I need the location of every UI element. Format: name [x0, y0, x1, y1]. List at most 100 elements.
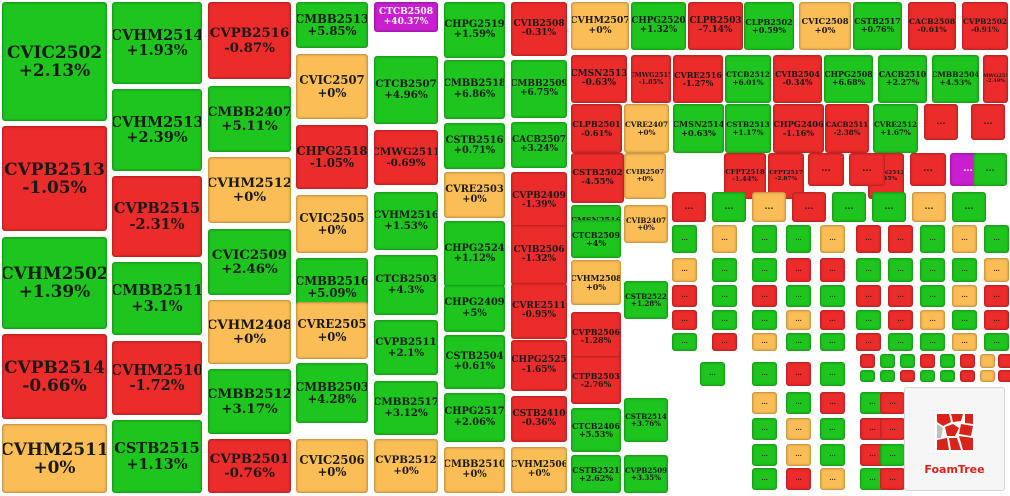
tile-small[interactable]: ... [952, 225, 977, 253]
tile-cvre2511[interactable]: CVRE2511 -0.95% [511, 283, 567, 339]
tile-small[interactable]: ... [786, 333, 811, 351]
tile-small[interactable]: ... [712, 192, 746, 222]
tile-small[interactable]: ... [752, 468, 777, 490]
tile-cvpb2516[interactable]: CVPB2516 -0.87% [208, 2, 291, 79]
tile-small[interactable]: ... [672, 333, 697, 351]
tile-small[interactable]: ... [820, 392, 845, 414]
tile-ctcb2406[interactable]: CTCB2406 +5.53% [571, 408, 621, 452]
tile-small[interactable]: ... [820, 362, 845, 386]
tile-cacb2507[interactable]: CACB2507 +3.24% [511, 122, 567, 168]
tile-small[interactable]: ... [952, 285, 977, 307]
tile-small[interactable]: ... [820, 333, 845, 351]
tile-cvre2505[interactable]: CVRE2505 +0% [296, 302, 368, 359]
tile-cmbb2512[interactable]: CMBB2512 +3.17% [208, 369, 291, 434]
tile-small[interactable] [880, 354, 895, 368]
tile-small[interactable] [980, 354, 995, 368]
tile-small[interactable]: ... [752, 192, 786, 222]
tile-cacb2508[interactable]: CACB2508 -0.61% [908, 2, 956, 50]
tile-small[interactable]: ... [880, 392, 905, 414]
tile-small[interactable]: ... [920, 285, 945, 307]
tile-chpg2520[interactable]: CHPG2520 +1.32% [631, 2, 686, 50]
tile-small[interactable]: ... [910, 153, 946, 186]
tile-small[interactable]: ... [672, 310, 697, 330]
tile-small[interactable]: ... [752, 444, 777, 466]
tile-small[interactable]: ... [872, 192, 906, 222]
tile-cvpb2514[interactable]: CVPB2514 -0.66% [2, 334, 107, 419]
tile-cvre2516[interactable]: CVRE2516 -1.27% [673, 55, 723, 103]
tile-small[interactable] [960, 370, 975, 382]
tile-small[interactable]: ... [888, 333, 913, 351]
tile-cvhm2512[interactable]: CVHM2512 +0% [208, 157, 291, 223]
tile-small[interactable]: ... [880, 468, 905, 490]
tile-small[interactable]: ... [880, 444, 905, 466]
tile-cvpb2511[interactable]: CVPB2511 +2.1% [374, 320, 438, 375]
tile-cmwg2511[interactable]: CMWG2511 -0.69% [374, 130, 438, 185]
tile-cstb2517[interactable]: CSTB2517 +0.76% [853, 2, 902, 50]
tile-cvic2507[interactable]: CVIC2507 +0% [296, 54, 368, 119]
tile-small[interactable]: ... [920, 258, 945, 282]
tile-cmwg2515[interactable]: CMWG2515 -1.85% [631, 55, 671, 103]
tile-ctcb2509[interactable]: CTCB2509 +4% [571, 220, 621, 258]
tile-cvpb2509[interactable]: CVPB2509 +3.35% [624, 455, 668, 493]
tile-cvib2504[interactable]: CVIB2504 -0.34% [773, 55, 822, 103]
tile-small[interactable]: ... [752, 333, 777, 351]
tile-small[interactable]: ... [984, 310, 1009, 330]
tile-small[interactable]: ... [672, 285, 697, 307]
tile-ctcb2507[interactable]: CTCB2507 +4.96% [374, 56, 438, 124]
tile-small[interactable]: ... [786, 285, 811, 307]
tile-cvpb2506[interactable]: CVPB2506 -1.28% [571, 312, 621, 360]
tile-small[interactable]: ... [888, 285, 913, 307]
tile-cvib2507[interactable]: CVIB2507 +0% [624, 153, 666, 199]
tile-cstb2502[interactable]: CSTB2502 -4.55% [571, 153, 624, 203]
tile-small[interactable] [860, 370, 875, 382]
tile-small[interactable] [860, 354, 875, 368]
tile-cvre2407[interactable]: CVRE2407 +0% [624, 104, 669, 153]
tile-small[interactable]: ... [888, 258, 913, 282]
tile-cstb2514[interactable]: CSTB2514 +3.76% [624, 398, 668, 442]
tile-small[interactable]: ... [984, 285, 1009, 307]
tile-ctcb2508[interactable]: CTCB2508 +40.37% [374, 2, 438, 32]
tile-cmbb2509[interactable]: CMBB2509 +6.75% [511, 60, 567, 118]
tile-small[interactable]: ... [984, 333, 1009, 351]
tile-cvpb2512[interactable]: CVPB2512 +0% [374, 439, 438, 493]
tile-cstb2504[interactable]: CSTB2504 +0.61% [444, 335, 505, 389]
tile-small[interactable]: ... [786, 418, 811, 440]
tile-cvhm2516[interactable]: CVHM2516 +1.53% [374, 192, 438, 250]
tile-small[interactable]: ... [888, 310, 913, 330]
tile-cvic2509[interactable]: CVIC2509 +2.46% [208, 229, 291, 295]
tile-small[interactable]: ... [849, 153, 885, 186]
tile-cvhm2510[interactable]: CVHM2510 -1.72% [112, 341, 202, 415]
tile-cvhm2502[interactable]: CVHM2502 +1.39% [2, 237, 107, 329]
tile-cvhm2506[interactable]: CVHM2506 +0% [511, 447, 567, 493]
tile-small[interactable]: ... [786, 468, 811, 490]
tile-cmbb2518[interactable]: CMBB2518 +6.86% [444, 60, 505, 119]
tile-cvic2506[interactable]: CVIC2506 +0% [296, 439, 368, 493]
tile-small[interactable]: ... [752, 285, 777, 307]
tile-small[interactable]: ... [752, 225, 777, 253]
tile-small[interactable]: ... [984, 225, 1009, 253]
tile-cmbb2517[interactable]: CMBB2517 +3.12% [374, 381, 438, 435]
tile-cmbb2513[interactable]: CMBB2513 +5.85% [296, 2, 368, 48]
tile-small[interactable]: ... [952, 258, 977, 282]
tile-cacb2510[interactable]: CACB2510 +2.27% [878, 55, 927, 103]
tile-small[interactable]: ... [752, 392, 777, 414]
tile-small[interactable] [940, 354, 955, 368]
tile-cstb2513[interactable]: CSTB2513 +1.17% [725, 104, 771, 153]
tile-small[interactable]: ... [820, 258, 845, 282]
tile-cmsn2513[interactable]: CMSN2513 -0.63% [571, 55, 627, 103]
tile-small[interactable]: ... [786, 310, 811, 330]
tile-cmbb2503[interactable]: CMBB2503 +4.28% [296, 363, 368, 423]
tile-small[interactable] [920, 370, 935, 382]
tile-cvre2512[interactable]: CVRE2512 +1.67% [873, 104, 918, 153]
tile-cvhm2408[interactable]: CVHM2408 +0% [208, 300, 291, 364]
tile-small[interactable]: ... [672, 258, 697, 282]
tile-small[interactable] [880, 370, 895, 382]
tile-chpg2525[interactable]: CHPG2525 -1.65% [511, 340, 567, 391]
tile-small[interactable]: ... [792, 192, 826, 222]
tile-small[interactable]: ... [712, 285, 737, 307]
tile-cvpb2513[interactable]: CVPB2513 -1.05% [2, 126, 107, 231]
tile-small[interactable]: ... [856, 258, 881, 282]
tile-small[interactable]: ... [820, 310, 845, 330]
tile-cvic2505[interactable]: CVIC2505 +0% [296, 195, 368, 253]
tile-small[interactable]: ... [856, 310, 881, 330]
